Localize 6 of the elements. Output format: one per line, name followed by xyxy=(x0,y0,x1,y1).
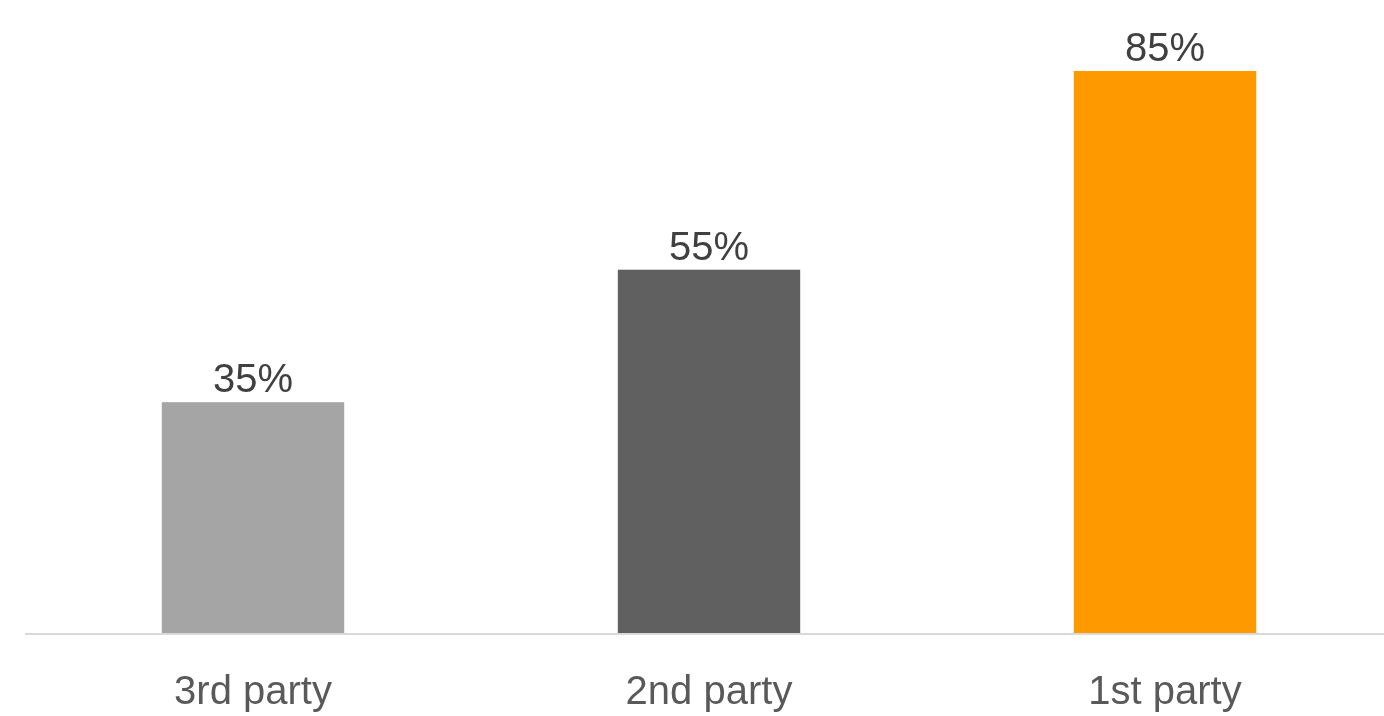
data-label: 55% xyxy=(668,223,750,268)
data-label: 85% xyxy=(1124,25,1206,69)
x-tick-label: 2nd party xyxy=(625,668,793,712)
x-tick-label: 3rd party xyxy=(174,668,332,712)
data-label: 35% xyxy=(212,356,294,401)
x-tick-label: 1st party xyxy=(1088,668,1242,712)
